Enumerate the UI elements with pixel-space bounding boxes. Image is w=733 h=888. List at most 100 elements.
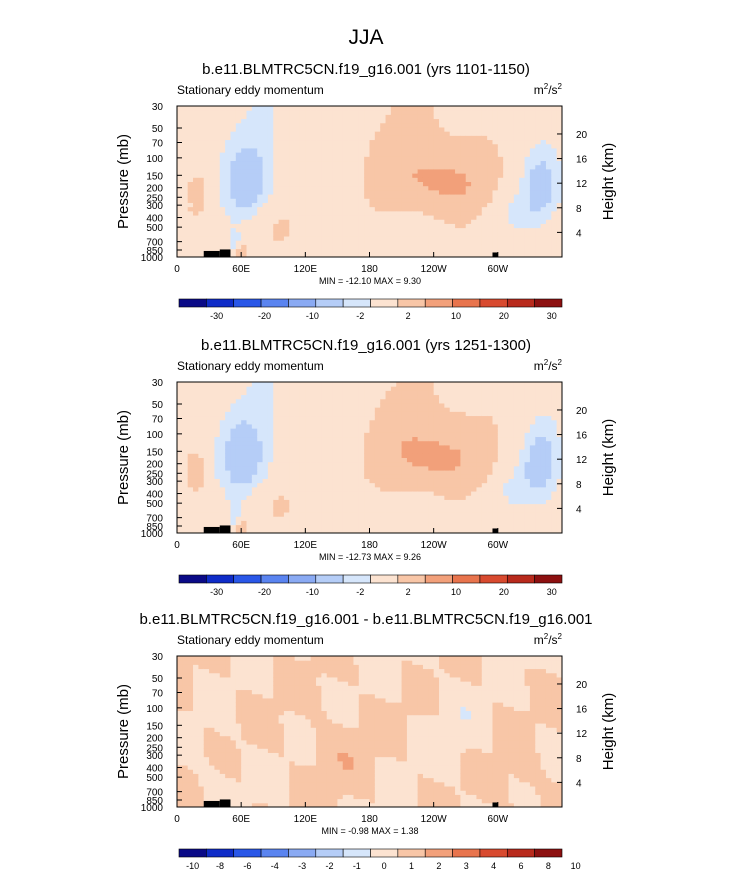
heatmap-cell: [374, 415, 381, 421]
heatmap-cell: [369, 152, 376, 157]
y-tick-label: 500: [146, 223, 163, 234]
heatmap-cell: [428, 386, 435, 391]
heatmap-cell: [374, 470, 381, 475]
heatmap-cell: [241, 499, 248, 505]
heatmap-cell: [481, 398, 488, 404]
colorbar-label: 10: [451, 311, 461, 321]
heatmap-cell: [551, 160, 558, 166]
heatmap-cell: [348, 520, 354, 526]
heatmap-cell: [321, 122, 328, 128]
heatmap-cell: [401, 386, 408, 391]
heatmap-cell: [556, 139, 563, 145]
heatmap-cell: [444, 147, 451, 153]
heatmap-cell: [203, 240, 210, 245]
heatmap-cell: [460, 185, 467, 191]
heatmap-cell: [214, 482, 221, 488]
heatmap-cell: [299, 457, 306, 463]
heatmap-cell: [348, 516, 354, 521]
heatmap-cell: [460, 436, 467, 442]
heatmap-cell: [337, 516, 344, 521]
heatmap-cell: [503, 210, 510, 216]
heatmap-cell: [390, 202, 397, 208]
heatmap-cell: [444, 507, 451, 513]
heatmap-cell: [316, 110, 322, 115]
heatmap-cell: [481, 202, 488, 208]
heatmap-cell: [230, 160, 237, 166]
heatmap-cell: [283, 147, 290, 153]
heatmap-cell: [460, 110, 467, 115]
heatmap-cell: [203, 223, 210, 229]
heatmap-cell: [316, 436, 322, 442]
heatmap-cell: [193, 419, 199, 425]
heatmap-cell: [278, 465, 285, 471]
heatmap-cell: [219, 160, 226, 166]
heatmap-cell: [545, 177, 552, 182]
heatmap-cell: [278, 164, 285, 170]
heatmap-cell: [235, 160, 242, 166]
heatmap-cell: [412, 126, 419, 132]
heatmap-cell: [267, 227, 274, 233]
heatmap-cell: [513, 507, 520, 513]
heatmap-cell: [455, 449, 461, 454]
heatmap-cell: [235, 478, 242, 484]
heatmap-cell: [406, 398, 413, 404]
heatmap-cell: [251, 507, 258, 513]
heatmap-cell: [337, 252, 344, 258]
heatmap-cell: [219, 398, 226, 404]
heatmap-cell: [508, 386, 515, 391]
heatmap-cell: [417, 227, 424, 233]
heatmap-cell: [203, 415, 210, 421]
heatmap-cell: [476, 491, 483, 496]
heatmap-cell: [444, 486, 451, 492]
heatmap-cell: [337, 110, 344, 115]
heatmap-cell: [519, 126, 526, 132]
heatmap-cell: [177, 465, 183, 471]
heatmap-cell: [540, 181, 547, 187]
heatmap-cell: [476, 168, 483, 174]
heatmap-cell: [369, 516, 376, 521]
heatmap-cell: [364, 177, 370, 182]
heatmap-cell: [332, 457, 338, 463]
heatmap-cell: [209, 470, 215, 475]
heatmap-cell: [332, 474, 338, 479]
heatmap-cell: [283, 482, 290, 488]
heatmap-cell: [182, 486, 189, 492]
heatmap-cell: [439, 449, 445, 454]
heatmap-cell: [444, 236, 451, 241]
heatmap-cell: [428, 486, 435, 492]
heatmap-cell: [481, 118, 488, 124]
heatmap-cell: [439, 440, 445, 446]
heatmap-cell: [305, 419, 312, 425]
heatmap-cell: [508, 465, 515, 471]
heatmap-cell: [214, 156, 221, 162]
heatmap-cell: [299, 415, 306, 421]
heatmap-cell: [310, 219, 317, 224]
heatmap-cell: [449, 507, 456, 513]
heatmap-cell: [209, 428, 215, 433]
heatmap-cell: [321, 470, 328, 475]
heatmap-cell: [294, 507, 301, 513]
heatmap-cell: [278, 419, 285, 425]
heatmap-cell: [267, 244, 274, 250]
heatmap-cell: [177, 419, 183, 425]
heatmap-cell: [465, 528, 472, 534]
heatmap-cell: [209, 143, 215, 149]
heatmap-cell: [492, 478, 499, 484]
heatmap-cell: [219, 236, 226, 241]
heatmap-cell: [513, 198, 520, 203]
heatmap-cell: [417, 215, 424, 220]
heatmap-cell: [374, 164, 381, 170]
heatmap-cell: [385, 252, 392, 258]
heatmap-cell: [278, 512, 285, 517]
heatmap-cell: [406, 486, 413, 492]
heatmap-cell: [369, 457, 376, 463]
heatmap-cell: [246, 516, 253, 521]
heatmap-cell: [497, 415, 504, 421]
heatmap-cell: [481, 114, 488, 120]
heatmap-cell: [444, 524, 451, 530]
heatmap-cell: [235, 135, 242, 141]
heatmap-cell: [439, 382, 445, 387]
heatmap-cell: [177, 122, 183, 128]
heatmap-cell: [294, 156, 301, 162]
heatmap-cell: [519, 135, 526, 141]
